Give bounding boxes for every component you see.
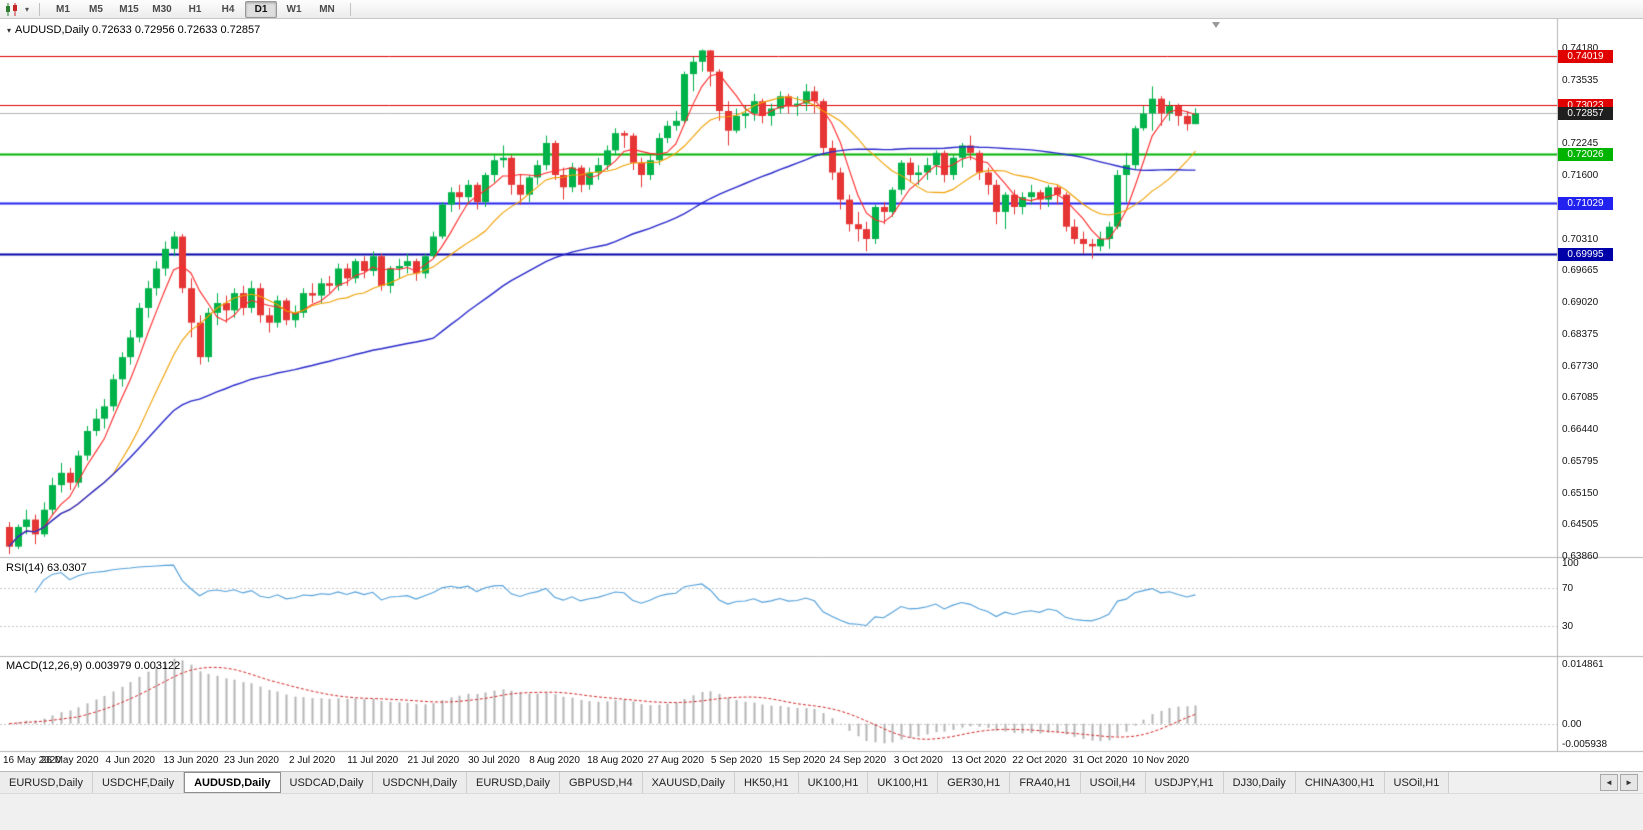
chart-tab-usdcad-daily[interactable]: USDCAD,Daily (280, 772, 374, 793)
symbol-dropdown-icon[interactable]: ▾ (7, 26, 12, 35)
chart-tab-bar: EURUSD,Daily USDCHF,Daily AUDUSD,Daily USDC… (0, 771, 1643, 793)
chart-tab-china300-h1[interactable]: CHINA300,H1 (1295, 772, 1385, 793)
timeframe-button-h4[interactable]: H4 (221, 3, 235, 15)
chart-type-dropdown-caret-icon[interactable]: ▾ (24, 4, 29, 14)
timeframe-button-group: M1 M5 M15 M30 H1 H4 D1 W1 MN (47, 0, 343, 18)
toolbar-separator (39, 2, 40, 16)
timeframe-button-mn[interactable]: MN (319, 3, 335, 15)
timeframe-button-m30[interactable]: M30 (152, 3, 172, 15)
chart-type-icon[interactable] (4, 2, 20, 16)
macd-label: MACD(12,26,9) 0.003979 0.003122 (6, 660, 181, 672)
chart-tab-hk50-h1[interactable]: HK50,H1 (734, 772, 799, 793)
timeframe-button-m1[interactable]: M1 (56, 3, 70, 15)
tab-scroll-left-icon[interactable]: ◄ (1600, 774, 1618, 791)
chart-title: ▾ AUDUSD,Daily 0.72633 0.72956 0.72633 0.… (7, 24, 260, 36)
chart-tab-usdcnh-daily[interactable]: USDCNH,Daily (373, 772, 468, 793)
chart-tab-usdjpy-h1[interactable]: USDJPY,H1 (1145, 772, 1224, 793)
chart-tab-uk100-h1[interactable]: UK100,H1 (798, 772, 869, 793)
chart-tab-dj30-daily[interactable]: DJ30,Daily (1223, 772, 1296, 793)
chart-tab-ger30-h1[interactable]: GER30,H1 (938, 772, 1011, 793)
timeframe-button-h1[interactable]: H1 (188, 3, 202, 15)
chart-tab-usoil-h1[interactable]: USOil,H1 (1384, 772, 1450, 793)
timeframe-button-d1[interactable]: D1 (245, 0, 277, 18)
timeframe-button-m15[interactable]: M15 (119, 3, 139, 15)
tab-scroll-arrows: ◄ ► (1595, 772, 1643, 793)
chart-tab-usdchf-daily[interactable]: USDCHF,Daily (92, 772, 185, 793)
rsi-label: RSI(14) 63.0307 (6, 562, 87, 574)
chart-tab-fra40-h1[interactable]: FRA40,H1 (1010, 772, 1081, 793)
chart-tab-uk100-h1[interactable]: UK100,H1 (868, 772, 939, 793)
chart-tab-eurusd-daily[interactable]: EURUSD,Daily (0, 772, 93, 793)
chart-tabs: EURUSD,Daily USDCHF,Daily AUDUSD,Daily USDC… (0, 772, 1450, 793)
toolbar-separator (350, 2, 351, 16)
window-bottom-area (0, 793, 1643, 830)
chart-tab-xauusd-daily[interactable]: XAUUSD,Daily (642, 772, 735, 793)
price-chart-canvas[interactable] (0, 19, 1643, 771)
chart-title-text: AUDUSD,Daily 0.72633 0.72956 0.72633 0.7… (15, 24, 261, 36)
chart-shift-marker[interactable] (1212, 22, 1220, 28)
timeframe-button-w1[interactable]: W1 (286, 3, 302, 15)
chart-tab-audusd-daily[interactable]: AUDUSD,Daily (184, 772, 281, 793)
chart-tab-usoil-h4[interactable]: USOil,H4 (1080, 772, 1146, 793)
timeframe-toolbar: ▾ M1 M5 M15 M30 H1 H4 D1 W1 MN (0, 0, 1643, 19)
timeframe-button-m5[interactable]: M5 (89, 3, 103, 15)
chart-tab-gbpusd-h4[interactable]: GBPUSD,H4 (560, 772, 643, 793)
chart-tab-eurusd-daily[interactable]: EURUSD,Daily (467, 772, 560, 793)
tab-scroll-right-icon[interactable]: ► (1620, 774, 1638, 791)
